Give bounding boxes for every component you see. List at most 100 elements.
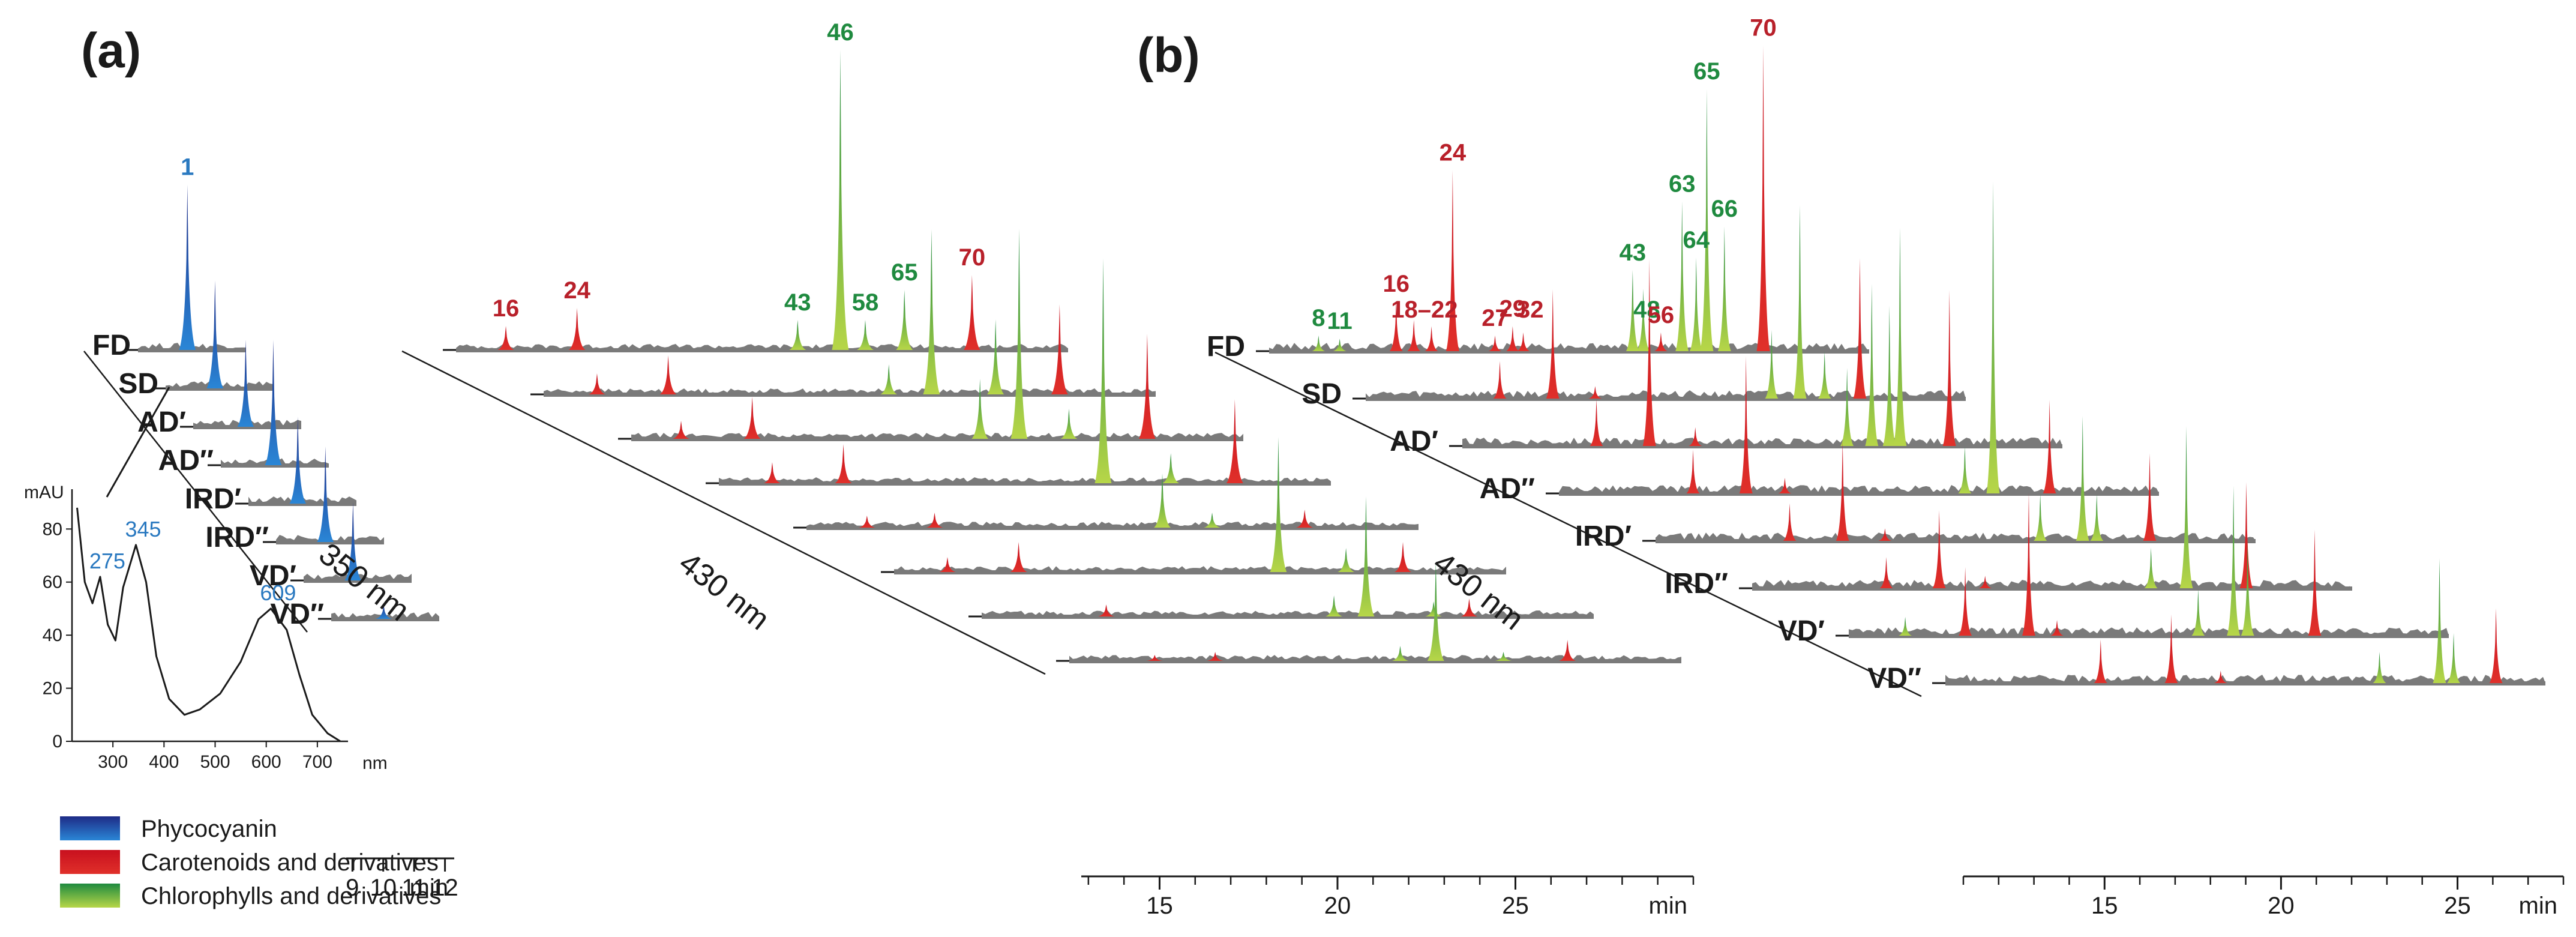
trace-baseline [1069, 659, 1681, 663]
peak-VD′-3 [2050, 620, 2064, 636]
peak-IRD″-4 [1395, 542, 1412, 572]
trace-noise [331, 612, 439, 619]
peak-SD-1 [1546, 289, 1560, 399]
trace-baseline [982, 615, 1594, 619]
peak-AD′-2 [971, 379, 989, 439]
peak-annotation: 65 [1693, 58, 1720, 85]
peak-VD″-5 [2447, 633, 2461, 683]
peak-annotation: 16 [493, 295, 520, 322]
trace-baseline [806, 526, 1419, 530]
trace-a430-0 [443, 50, 1068, 352]
legend-swatch-chlorophyll [60, 884, 120, 908]
trace-noise [276, 535, 384, 542]
peak-annotation: 63 [1669, 170, 1696, 197]
peak-VD′-0 [1097, 604, 1115, 616]
peak-FD-14 [1700, 89, 1714, 351]
peak-FD-7 [1506, 326, 1519, 351]
peak-VD″-0 [1146, 655, 1163, 661]
peak-AD′-0 [673, 421, 690, 439]
peak-AD′-7 [1942, 290, 1956, 446]
peak-FD-4 [856, 320, 874, 350]
peak-IRD″-0 [1879, 557, 1893, 588]
peak-VD″-0 [2094, 639, 2107, 683]
sample-label: IRD″ [205, 522, 269, 553]
legend-label-phycocyanin: Phycocyanin [141, 816, 277, 842]
peak-annotation: 43 [784, 289, 811, 316]
peak-SD-0 [1493, 361, 1507, 399]
trace-b-2: AD′ [1390, 227, 2062, 457]
trace-baseline [544, 393, 1156, 397]
peak-AD″-0 [763, 462, 781, 483]
inset-peak-label: 609 [260, 580, 296, 605]
legend-label-chlorophyll: Chlorophylls and derivatives [141, 883, 441, 909]
trace-a430-3 [706, 258, 1331, 486]
peak-AD″-4 [1226, 399, 1243, 483]
peak-annotation: 58 [852, 289, 879, 316]
peak-annotation: 48 [1633, 297, 1660, 323]
peak-FD-0 [497, 326, 515, 350]
peak-AD″-3 [1162, 453, 1180, 483]
peak-VD″-0 [375, 604, 392, 619]
peak-SD-5 [1818, 352, 1831, 399]
trace-noise [1849, 627, 2449, 636]
trace-baseline [631, 437, 1243, 441]
peak-AD″-3 [1958, 447, 1972, 493]
trace-b-0: FD [1207, 45, 1869, 363]
trace-baseline [1656, 539, 2256, 543]
peak-annotation: 24 [1440, 139, 1467, 166]
trace-baseline [1945, 681, 2545, 685]
trace-noise [138, 343, 246, 350]
peak-IRD′-2 [1878, 528, 1892, 541]
trace-noise [982, 610, 1594, 616]
peak-FD-13 [1689, 258, 1703, 351]
peak-IRD″-0 [938, 557, 956, 572]
trace-a350-0: FD [92, 184, 246, 361]
panel-a-430nm-stack: 16 24 43 46 58 65 70 15 20 25 min [401, 19, 1695, 919]
peak-VD″-3 [1427, 562, 1444, 661]
trace-baseline [166, 387, 274, 391]
peak-VD′-4 [2191, 589, 2205, 636]
peak-annotation: 1 [181, 154, 194, 181]
peak-AD′-1 [743, 397, 761, 439]
peak-VD′-0 [1899, 616, 1912, 636]
x-tick-label: 20 [2268, 893, 2295, 919]
trace-noise [1462, 438, 2062, 446]
peak-annotation: 65 [891, 259, 918, 286]
peak-VD″-3 [2373, 652, 2386, 683]
peak-annotation: 43 [1620, 240, 1647, 266]
panel-a-430nm-label: 430 nm [673, 546, 776, 637]
trace-a430-6 [968, 496, 1594, 619]
peak-FD-9 [1626, 270, 1639, 351]
x-axis-unit: min [2519, 893, 2557, 919]
x-tick-label: 25 [2444, 893, 2471, 919]
peak-IRD″-2 [1270, 437, 1287, 572]
peak-SD-3 [1765, 330, 1779, 399]
peak-IRD′-4 [2076, 416, 2089, 541]
peak-SD-3 [923, 229, 940, 394]
sample-label: IRD′ [185, 483, 241, 515]
sample-label: AD′ [137, 406, 186, 438]
inset-x-label: nm [362, 753, 388, 773]
inset-y-label: mAU [24, 483, 64, 502]
inset-y-tick-label: 60 [43, 573, 62, 592]
legend-label-carotenoid: Carotenoids and derivatives [141, 849, 439, 876]
trace-noise [806, 522, 1419, 528]
peak-VD″-2 [1392, 646, 1409, 661]
sample-label: FD [92, 330, 131, 361]
peak-FD-1 [1333, 339, 1347, 351]
peak-FD-5 [1446, 170, 1459, 351]
peak-IRD″-0 [317, 446, 334, 542]
trace-a350-4: IRD′ [185, 417, 356, 515]
peak-AD′-4 [1060, 409, 1078, 439]
trace-baseline [276, 540, 384, 544]
peak-VD″-1 [2164, 614, 2178, 683]
trace-baseline [1462, 444, 2062, 448]
peak-SD-2 [880, 364, 898, 394]
inset-peak-label: 275 [89, 549, 125, 573]
trace-noise [1945, 675, 2545, 683]
peak-VD′-0 [344, 502, 362, 580]
